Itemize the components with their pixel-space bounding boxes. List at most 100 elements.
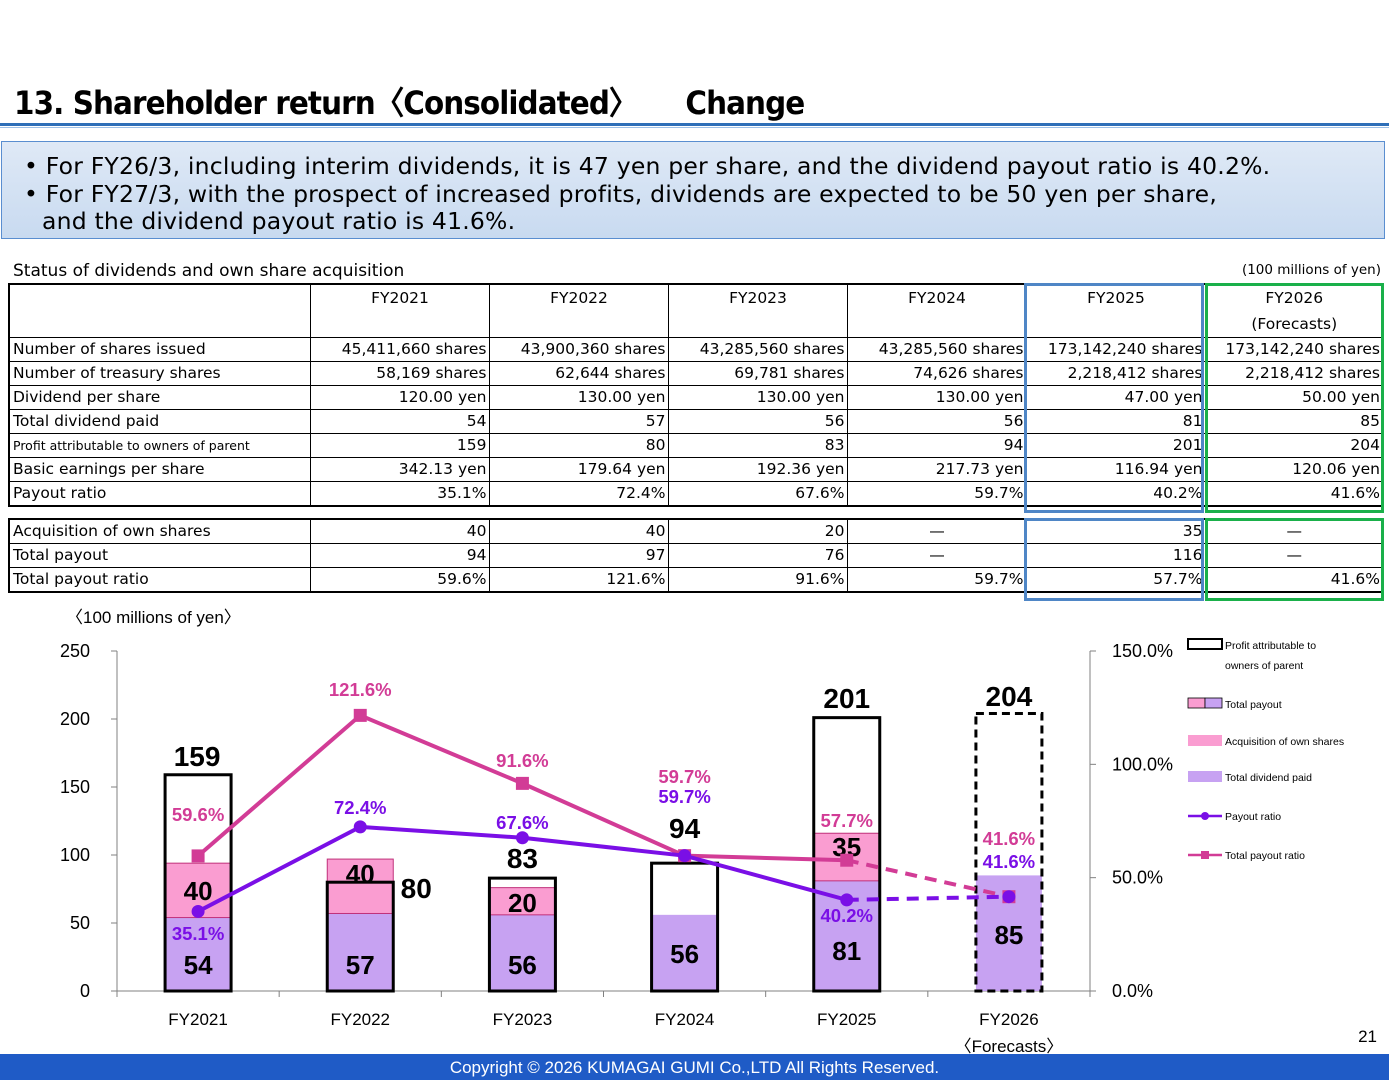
total-payout-ratio-label: 121.6% (329, 679, 392, 700)
table-cell: 173,142,240 shares (1204, 337, 1384, 362)
payout-ratio-label: 40.2% (821, 905, 873, 926)
dividend-row: Payout ratio 35.1% 72.4% 67.6% 59.7% 40.2% 41.… (8, 481, 1384, 507)
total-payout-ratio-line-forecast (846, 858, 1010, 899)
legend-swatch-payout-marker (1201, 812, 1209, 820)
x-tick-sublabel: 〈Forecasts〉 (955, 1037, 1064, 1054)
total-payout-ratio-marker (191, 849, 205, 863)
dividend-row: Total dividend paid 54 57 56 56 81 85 (8, 409, 1384, 434)
row-label: Profit attributable to owners of parent (8, 433, 311, 458)
bar-label-profit: 94 (669, 813, 701, 844)
bar-label-profit: 201 (823, 683, 870, 714)
table-cell: 40.2% (1025, 481, 1206, 507)
table-cell: 192.36 yen (667, 457, 848, 482)
table-cell: 120.00 yen (309, 385, 490, 410)
y2-tick-label: 150.0% (1112, 641, 1173, 661)
table-cell: 43,285,560 shares (667, 337, 848, 362)
legend-swatch-total-payout-a (1187, 697, 1206, 709)
dividend-row: Profit attributable to owners of parent 1… (8, 433, 1384, 458)
table-cell: 120.06 yen (1204, 457, 1384, 482)
bar-profit-outline (325, 880, 395, 993)
footer: Copyright © 2026 KUMAGAI GUMI Co.,LTD Al… (0, 1054, 1389, 1080)
payout-ratio-marker (515, 831, 529, 845)
row-label: Payout ratio (8, 481, 311, 507)
bar-profit-outline (163, 773, 233, 993)
y-tick-label: 200 (60, 709, 90, 729)
table-cell: 217.73 yen (846, 457, 1027, 482)
bar-profit-outline (487, 876, 557, 993)
header-fy2023: FY2023 (667, 283, 848, 338)
bar-label-profit: 80 (401, 873, 432, 904)
y-tick-label: 250 (60, 641, 90, 661)
legend-swatch-total-ratio-marker (1201, 851, 1209, 859)
table-cell: 130.00 yen (667, 385, 848, 410)
table-cell: 43,900,360 shares (488, 337, 669, 362)
title-text: 13. Shareholder return〈Consolidated〉 (14, 84, 638, 122)
legend-label-total-payout: Total payout (1225, 699, 1282, 711)
legend-label-profit-2: owners of parent (1225, 660, 1303, 672)
table-cell: 58,169 shares (309, 361, 490, 386)
header-fy2021: FY2021 (309, 283, 490, 338)
table-cell: 91.6% (667, 567, 848, 593)
shareholder-return-chart: 0 50 100 150 200 250 0.0% 50.0% 100.0% 150.0% FY20… (60, 638, 1344, 1054)
chart-unit-label: 〈100 millions of yen〉 (66, 608, 241, 627)
x-tick-label: FY2025 (817, 1010, 877, 1029)
table-cell: 72.4% (488, 481, 669, 507)
title-rule-light (0, 127, 1389, 128)
payout-ratio-marker (678, 849, 692, 863)
y2-tick-label: 100.0% (1112, 754, 1173, 774)
dividend-row: Number of shares issued 45,411,660 shares… (8, 337, 1384, 362)
row-label: Total dividend paid (8, 409, 311, 434)
y-tick-label: 100 (60, 845, 90, 865)
legend-swatch-profit (1187, 638, 1223, 650)
payout-ratio-marker (1002, 890, 1016, 904)
x-tick-label: FY2021 (168, 1010, 228, 1029)
legend-label-dividend: Total dividend paid (1225, 772, 1312, 784)
table-cell: — (1204, 543, 1384, 568)
fy2026-highlight-box-2 (1205, 518, 1384, 601)
table-cell: 80 (488, 433, 669, 458)
total-payout-ratio-label: 59.6% (172, 804, 224, 825)
total-payout-ratio-label: 41.6% (983, 828, 1035, 849)
bar-label-profit: 83 (507, 843, 538, 874)
table-cell: 74,626 shares (846, 361, 1027, 386)
bar-label-profit: 159 (174, 741, 221, 772)
payout-row: Total payout 94 97 76—116— (8, 543, 1384, 568)
row-label: Acquisition of own shares (8, 518, 311, 544)
header-forecast-note: (Forecasts) (1251, 315, 1338, 333)
payout-ratio-marker (353, 820, 367, 834)
table-cell: 67.6% (667, 481, 848, 507)
legend-label-payout: Payout ratio (1225, 811, 1281, 823)
table-cell: 20 (667, 518, 848, 544)
page-title: 13. Shareholder return〈Consolidated〉 Chan… (14, 78, 805, 124)
bar-label-acquisition: 40 (346, 859, 375, 889)
table-cell: 94 (846, 433, 1027, 458)
title-rule (0, 123, 1389, 126)
table-unit: (100 millions of yen) (1241, 262, 1381, 278)
summary-line-2: • For FY27/3, with the prospect of incre… (24, 180, 1218, 208)
y2-tick-label: 50.0% (1112, 868, 1163, 888)
table-cell: 179.64 yen (488, 457, 669, 482)
y2-tick-label: 0.0% (1112, 981, 1153, 1001)
table-cell: 130.00 yen (846, 385, 1027, 410)
payout-ratio-label: 59.7% (658, 786, 710, 807)
dividend-row: Dividend per share 120.00 yen 130.00 yen 13… (8, 385, 1384, 410)
total-payout-ratio-label: 91.6% (496, 750, 548, 771)
legend-swatch-dividend (1188, 771, 1222, 782)
payout-table: Acquisition of own shares 40 40 20—35— Total… (8, 518, 1384, 593)
table-cell: 43,285,560 shares (846, 337, 1027, 362)
table-cell: 2,218,412 shares (1204, 361, 1384, 386)
table-cell: — (1204, 518, 1384, 544)
table-cell: — (846, 543, 1027, 568)
bar-label-dividend: 85 (994, 920, 1023, 950)
table-cell: 159 (309, 433, 490, 458)
table-cell: 40 (309, 518, 490, 544)
table-cell: 56 (667, 409, 848, 434)
title-change: Change (685, 84, 805, 122)
bar-label-dividend: 56 (670, 939, 699, 969)
payout-ratio-label: 67.6% (496, 812, 548, 833)
row-label: Number of treasury shares (8, 361, 311, 386)
header-fy2026: FY2026 (Forecasts) (1204, 283, 1384, 338)
bar-label-dividend: 81 (832, 936, 861, 966)
row-label: Total payout ratio (8, 567, 311, 593)
payout-ratio-label: 35.1% (172, 923, 224, 944)
